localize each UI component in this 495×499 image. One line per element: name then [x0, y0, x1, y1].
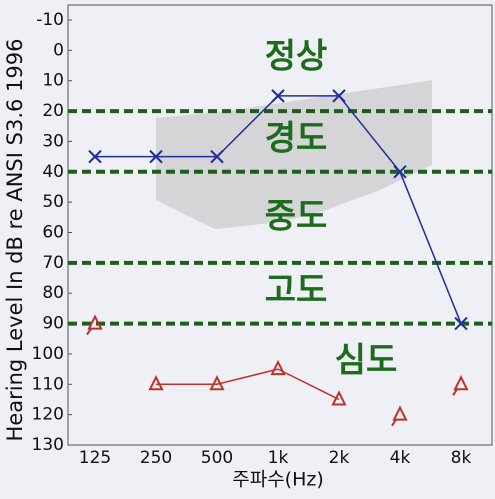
marker-triangle	[453, 375, 469, 391]
x-axis-label: 주파수(Hz)	[232, 469, 324, 491]
marker-triangle	[392, 405, 408, 421]
plot-frame	[67, 4, 493, 446]
x-tick-label: 4k	[390, 448, 411, 468]
severity-label: 고도	[265, 271, 328, 311]
x-tick-label: 250	[140, 448, 172, 468]
no-response-arrow	[391, 419, 397, 427]
no-response-arrow	[452, 388, 458, 396]
x-tick-label: 8k	[451, 448, 472, 468]
severity-label: 중도	[265, 197, 328, 237]
marker-x	[393, 165, 407, 179]
severity-label: 심도	[335, 341, 398, 381]
marker-triangle	[331, 390, 347, 406]
speech-banana	[156, 80, 432, 229]
y-tick-label: 40	[42, 162, 64, 182]
y-tick-label: 70	[42, 253, 64, 273]
y-axis-label: Hearing Level In dB re ANSI S3.6 1996	[3, 39, 27, 442]
marker-triangle	[148, 375, 164, 391]
y-tick-label: 10	[42, 71, 64, 91]
y-tick-label: 100	[32, 344, 64, 364]
y-tick-label: 110	[32, 374, 64, 394]
y-tick-label: 0	[53, 40, 64, 60]
x-tick-label: 500	[201, 448, 233, 468]
marker-triangle	[209, 375, 225, 391]
severity-label: 경도	[265, 119, 328, 159]
marker-triangle	[87, 314, 103, 330]
marker-x	[88, 149, 102, 164]
y-tick-label: 120	[32, 405, 64, 425]
marker-x	[271, 89, 285, 103]
marker-x	[149, 149, 163, 164]
y-tick-label: 50	[42, 192, 64, 212]
y-tick-label: 80	[42, 283, 64, 303]
marker-triangle	[270, 359, 286, 376]
y-tick-label: 90	[42, 314, 64, 334]
series-line	[156, 368, 340, 401]
y-tick-label: -10	[36, 10, 64, 30]
y-tick-label: 60	[42, 223, 64, 243]
marker-x	[332, 89, 346, 103]
x-tick-label: 2k	[329, 448, 350, 468]
y-tick-label: 30	[42, 131, 64, 151]
y-tick-label: 130	[32, 435, 64, 455]
no-response-arrow	[86, 328, 92, 336]
marker-x	[210, 149, 224, 164]
marker-x	[454, 316, 468, 331]
y-tick-label: 20	[42, 101, 64, 121]
x-tick-label: 1k	[268, 448, 289, 468]
x-tick-label: 125	[79, 448, 111, 468]
severity-label: 정상	[265, 37, 328, 77]
